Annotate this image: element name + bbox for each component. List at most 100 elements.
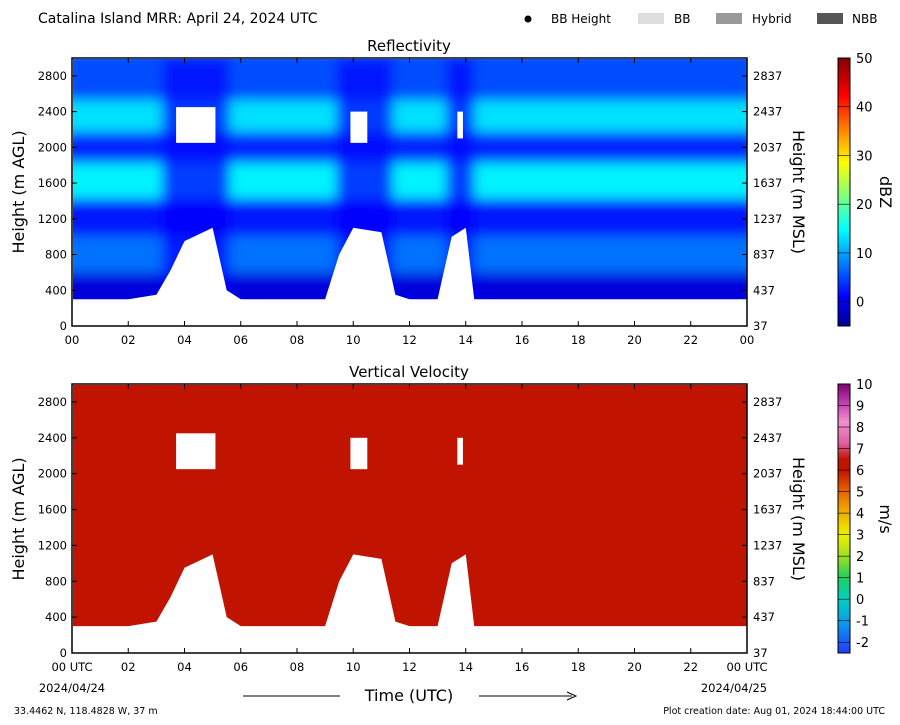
colorbar-tick-label: 6	[856, 464, 864, 479]
velocity-colorbar: -2 -1 0 1 2 3 4 5 6 7 8 9 10 m/s	[837, 378, 895, 654]
colorbar-tick-label: 9	[856, 400, 864, 415]
x-tick-label: 04	[177, 660, 192, 674]
velocity-panel: Vertical Velocity 00 UTC 02 04 06 08 10 12 14 16…	[9, 363, 808, 705]
reflectivity-ylabel: Height (m AGL)	[9, 130, 28, 253]
reflectivity-colorbar-label: dBZ	[876, 176, 895, 208]
data-gap	[350, 437, 368, 470]
x-tick-label: 04	[177, 333, 192, 347]
velocity-plot-area	[73, 385, 747, 627]
y-right-tick-label: 2437	[753, 105, 782, 119]
legend-hybrid-swatch	[716, 13, 742, 24]
x-tick-label: 22	[683, 660, 698, 674]
y-tick-label: 800	[45, 574, 67, 588]
colorbar-tick-label: 4	[856, 507, 864, 522]
reflectivity-y-right-ticks: 37 437 837 1237 1637 2037 2437 2837	[742, 69, 782, 333]
velocity-colorbar-label: m/s	[876, 504, 895, 533]
x-tick-label: 08	[290, 660, 305, 674]
legend-bb-height-dot	[524, 15, 532, 23]
y-right-tick-label: 1237	[753, 538, 782, 552]
reflectivity-title: Reflectivity	[367, 37, 451, 55]
reflectivity-x-ticks: 00 02 04 06 08 10 12 14 16 18 20 22 00	[65, 58, 755, 347]
data-gap	[457, 437, 463, 465]
reflectivity-y-ticks: 0 400 800 1200 1600 2000 2400 2800	[38, 69, 77, 333]
y-tick-label: 2400	[38, 105, 67, 119]
time-arrow-head	[566, 691, 578, 701]
legend-nbb-swatch	[817, 13, 843, 24]
y-tick-label: 2000	[38, 140, 67, 154]
colorbar-tick-label: 2	[856, 550, 864, 565]
colorbar-tick-label: 0	[856, 296, 864, 311]
velocity-y-ticks: 0 400 800 1200 1600 2000 2400 2800	[38, 395, 77, 660]
legend-bb-height-label: BB Height	[551, 12, 611, 26]
data-gap	[176, 433, 216, 470]
y-right-tick-label: 2037	[753, 467, 782, 481]
y-tick-label: 400	[45, 610, 67, 624]
colorbar-tick-label: 40	[856, 101, 873, 116]
colorbar-tick-label: 8	[856, 421, 864, 436]
colorbar-tick-label: 5	[856, 486, 864, 501]
x-tick-label: 00	[65, 333, 80, 347]
y-tick-label: 800	[45, 248, 67, 262]
y-tick-label: 2400	[38, 431, 67, 445]
plot-creation-date: Plot creation date: Aug 01, 2024 18:44:0…	[663, 706, 885, 717]
y-right-tick-label: 1637	[753, 503, 782, 517]
colorbar-tick-label: -2	[856, 636, 869, 651]
y-tick-label: 1600	[38, 176, 67, 190]
y-right-tick-label: 2037	[753, 140, 782, 154]
y-right-tick-label: 37	[753, 319, 768, 333]
y-tick-label: 2000	[38, 467, 67, 481]
x-tick-label: 00 UTC	[726, 660, 767, 674]
y-right-tick-label: 37	[753, 646, 768, 660]
y-tick-label: 1200	[38, 538, 67, 552]
x-tick-label: 16	[515, 660, 530, 674]
data-gap	[457, 111, 463, 139]
y-right-tick-label: 2437	[753, 431, 782, 445]
velocity-x-ticks: 00 UTC 02 04 06 08 10 12 14 16 18 20 22 00 UTC	[51, 384, 768, 674]
x-tick-label: 18	[571, 333, 586, 347]
y-right-tick-label: 437	[753, 610, 775, 624]
time-axis-label: Time (UTC)	[364, 686, 453, 705]
reflectivity-convective-band	[446, 59, 475, 300]
colorbar-tick-label: 10	[856, 247, 873, 262]
band-legend: BB Height BB Hybrid NBB	[524, 12, 877, 26]
velocity-ylabel-right: Height (m MSL)	[789, 457, 808, 581]
x-tick-label: 10	[346, 660, 361, 674]
x-tick-label: 00	[740, 333, 755, 347]
y-tick-label: 2800	[38, 395, 67, 409]
colorbar-tick-label: -1	[856, 615, 869, 630]
velocity-ylabel: Height (m AGL)	[9, 457, 28, 580]
x-tick-label: 18	[571, 660, 586, 674]
reflectivity-echo	[73, 59, 747, 300]
x-tick-label: 02	[121, 660, 136, 674]
y-tick-label: 1200	[38, 212, 67, 226]
velocity-colorbar-ramp	[837, 383, 851, 654]
x-tick-label: 08	[290, 333, 305, 347]
y-right-tick-label: 2837	[753, 395, 782, 409]
legend-nbb-label: NBB	[852, 12, 877, 26]
y-right-tick-label: 437	[753, 283, 775, 297]
x-tick-label: 20	[627, 333, 642, 347]
legend-bb-swatch	[638, 13, 664, 24]
x-tick-label: 20	[627, 660, 642, 674]
colorbar-tick-label: 7	[856, 443, 864, 458]
reflectivity-convective-band	[162, 59, 230, 300]
y-tick-label: 1600	[38, 503, 67, 517]
legend-bb-label: BB	[674, 12, 690, 26]
station-location: 33.4462 N, 118.4828 W, 37 m	[14, 706, 158, 717]
date-start-label: 2024/04/24	[39, 681, 105, 695]
y-tick-label: 0	[60, 646, 67, 660]
y-tick-label: 400	[45, 283, 67, 297]
colorbar-tick-label: 10	[856, 378, 873, 393]
y-right-tick-label: 1637	[753, 176, 782, 190]
reflectivity-convective-band	[336, 59, 393, 300]
velocity-title: Vertical Velocity	[349, 363, 469, 381]
y-right-tick-label: 837	[753, 248, 775, 262]
y-right-tick-label: 837	[753, 574, 775, 588]
colorbar-tick-label: 3	[856, 529, 864, 544]
figure-title: Catalina Island MRR: April 24, 2024 UTC	[38, 11, 318, 27]
x-tick-label: 14	[458, 660, 473, 674]
data-gap	[350, 111, 368, 143]
reflectivity-ylabel-right: Height (m MSL)	[789, 130, 808, 254]
reflectivity-colorbar-ticks: 0 10 20 30 40 50	[838, 52, 873, 311]
